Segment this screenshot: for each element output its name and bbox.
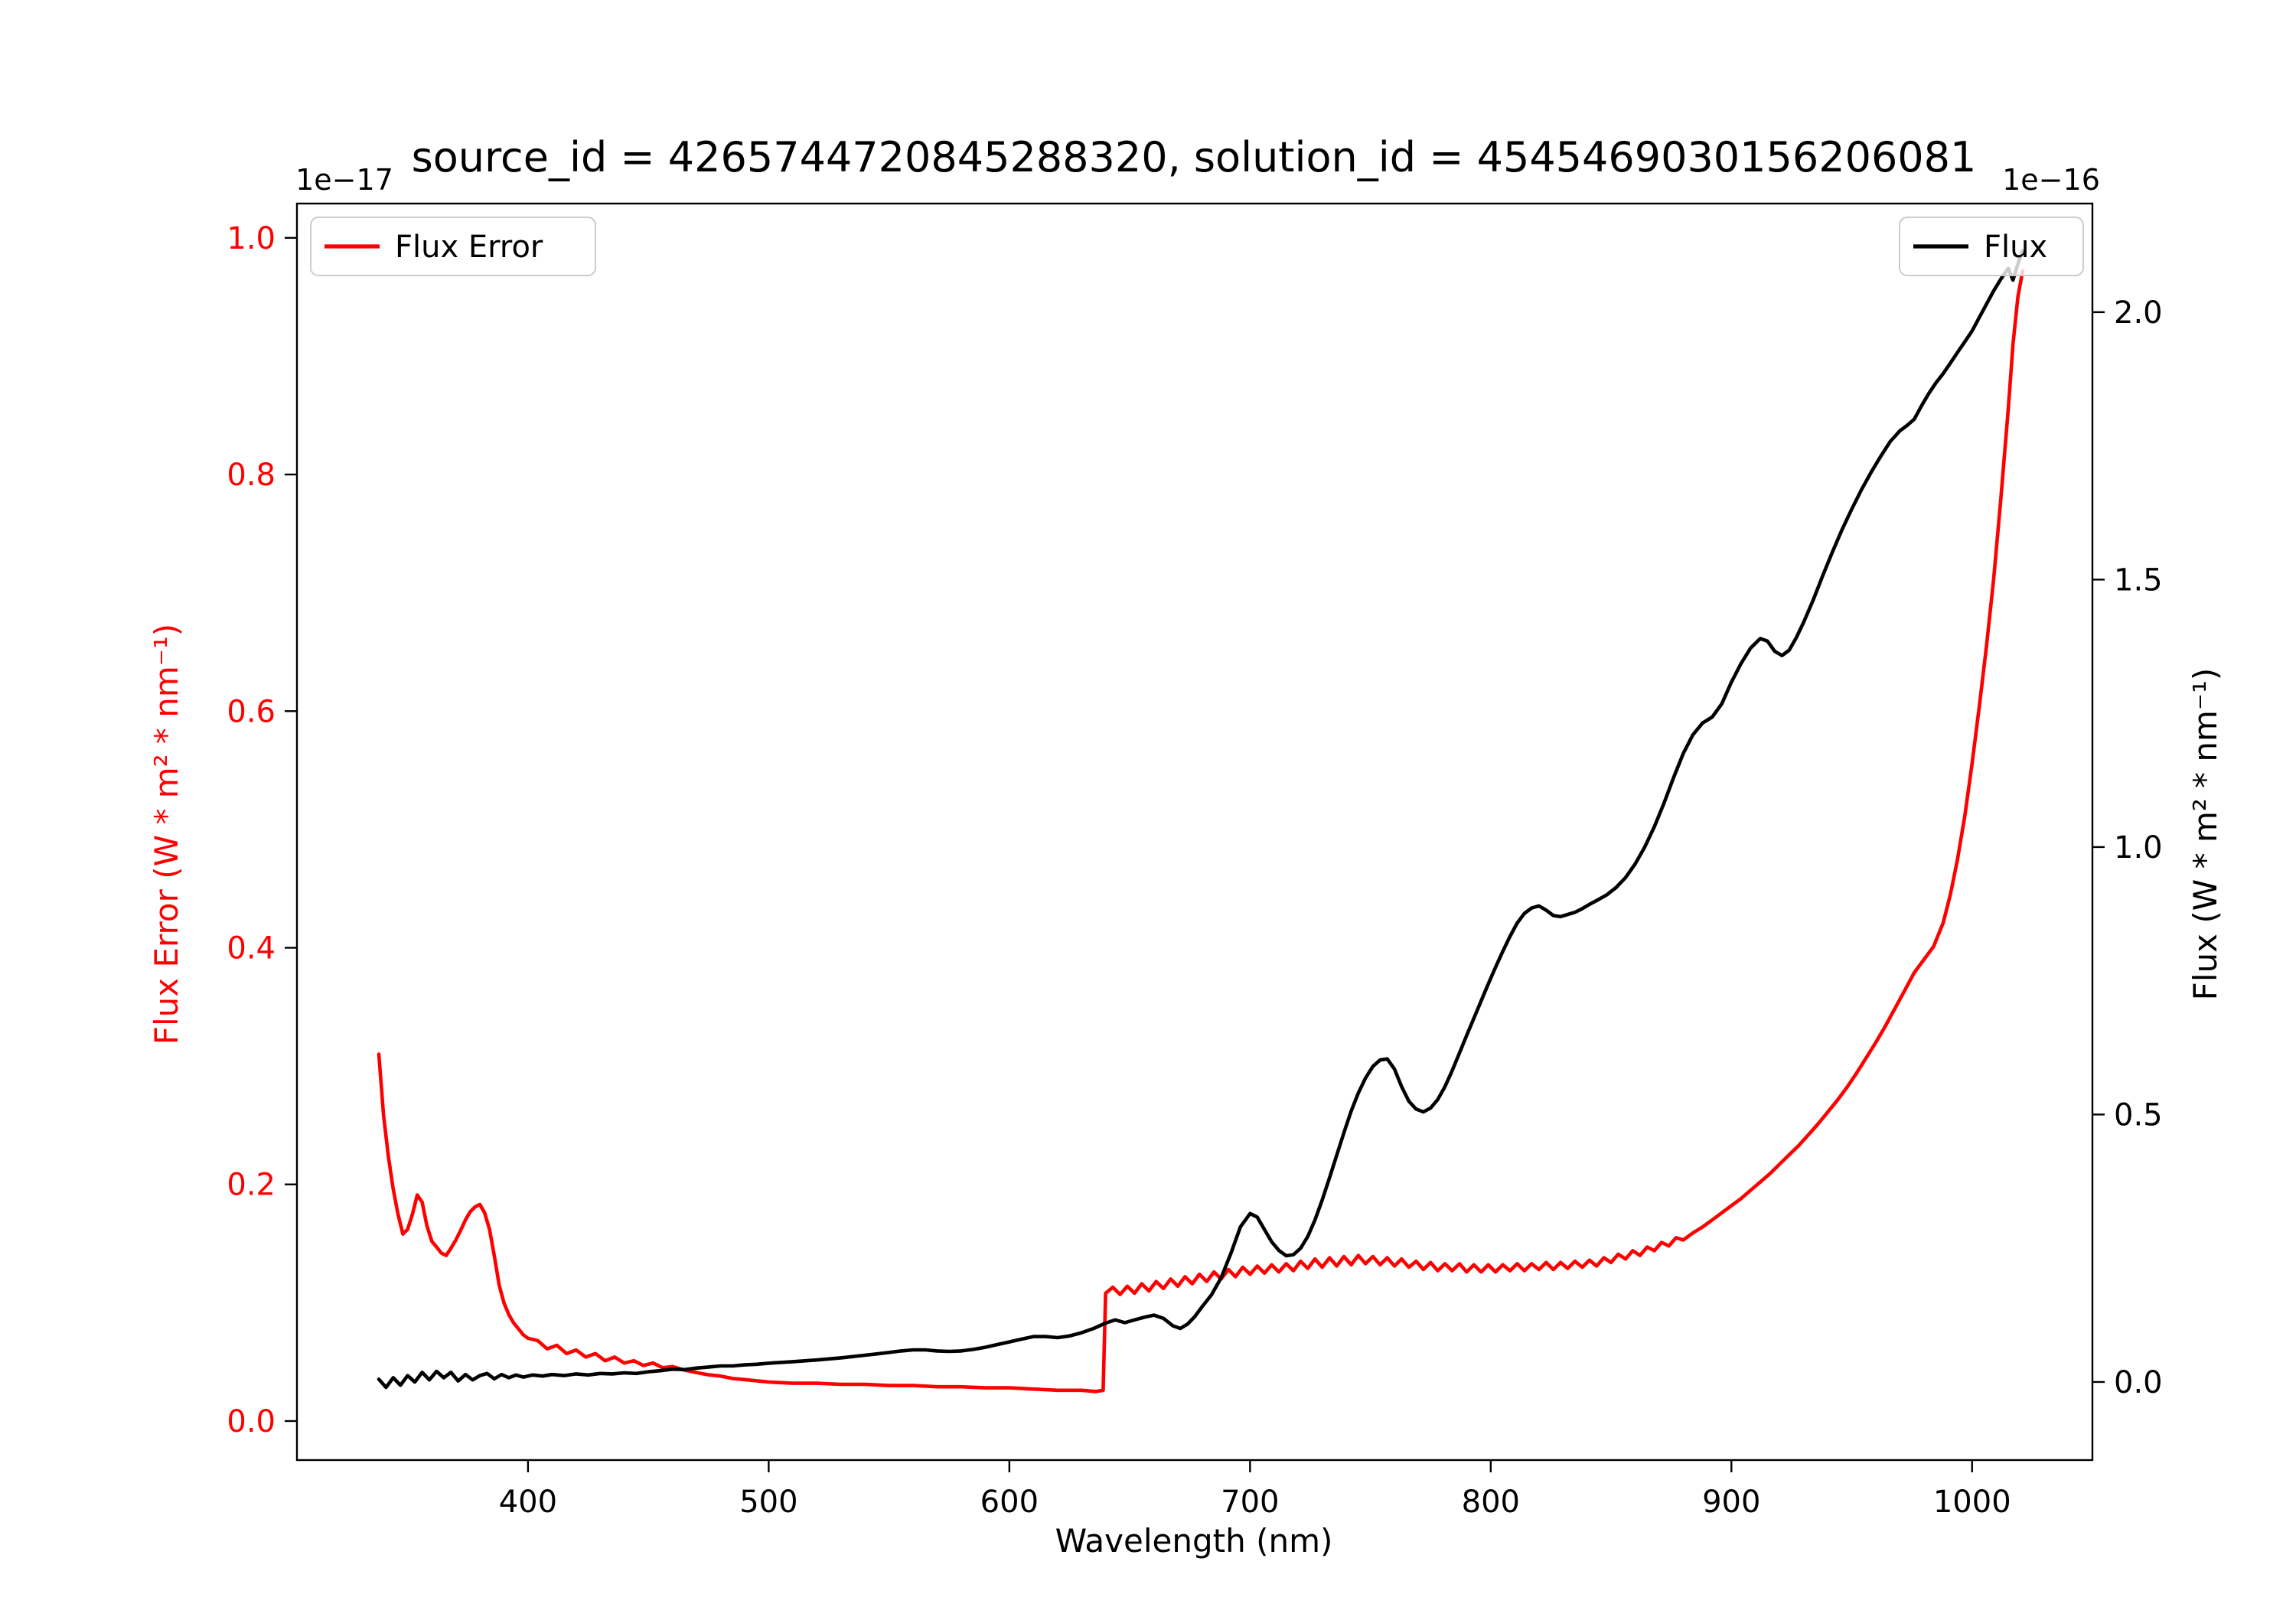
x-tick-label: 600 (980, 1485, 1039, 1520)
y-axis-left-label: Flux Error (W * m² * nm⁻¹) (148, 624, 185, 1045)
x-axis-label: Wavelength (nm) (1055, 1522, 1333, 1560)
chart-title: source_id = 4265744720845288320, solutio… (412, 133, 1977, 181)
series-line-flux (377, 249, 2025, 1390)
y-tick-label-left: 0.0 (227, 1404, 276, 1439)
left-axis-offset-label: 1e−17 (295, 163, 393, 197)
legend-flux-label: Flux (1984, 230, 2047, 265)
y-axis-right-label: Flux (W * m² * nm⁻¹) (2187, 668, 2224, 1001)
right-axis-offset-label: 1e−16 (2002, 163, 2100, 197)
y-tick-label-left: 1.0 (227, 221, 276, 256)
x-tick-label: 800 (1462, 1485, 1520, 1520)
y-tick-label-right: 0.0 (2114, 1365, 2163, 1400)
x-tick-label: 1000 (1933, 1485, 2011, 1520)
y-tick-label-right: 1.0 (2114, 830, 2163, 865)
y-tick-label-right: 0.5 (2114, 1097, 2163, 1133)
series-line-flux-error (377, 269, 2025, 1393)
plot-area-border (295, 202, 2094, 1462)
y-tick-label-left: 0.4 (227, 931, 276, 966)
legend-flux: Flux (1899, 217, 2084, 276)
y-tick-label-right: 1.5 (2114, 562, 2163, 598)
x-tick-label: 500 (739, 1485, 797, 1520)
y-tick-label-left: 0.2 (227, 1168, 276, 1203)
legend-flux-error-label: Flux Error (395, 230, 543, 265)
axes-layer: 400 500 600 700 800 900 1000 0.0 0.2 0.4 0.6 0.8 1.0… (227, 202, 2163, 1520)
legend-flux-error-box (310, 217, 596, 276)
y-tick-label-right: 2.0 (2114, 295, 2163, 331)
legend-flux-box (1899, 217, 2084, 276)
x-tick-label: 900 (1702, 1485, 1760, 1520)
x-tick-label: 700 (1221, 1485, 1279, 1520)
legend-flux-error: Flux Error (310, 217, 596, 276)
y-tick-label-left: 0.6 (227, 694, 276, 729)
y-tick-label-left: 0.8 (227, 458, 276, 493)
series-layer (377, 249, 2025, 1393)
x-tick-label: 400 (499, 1485, 557, 1520)
